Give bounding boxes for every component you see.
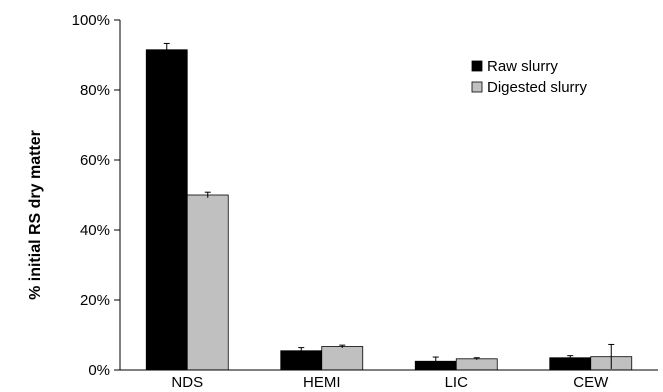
x-tick-label: HEMI — [303, 374, 341, 391]
bar-lic-digested-slurry — [455, 358, 498, 371]
error-bars — [163, 42, 615, 369]
legend-label: Raw slurry — [487, 58, 558, 75]
y-tick-label: 0% — [88, 362, 110, 379]
legend-label: Digested slurry — [487, 79, 588, 96]
legend-swatch — [471, 81, 483, 93]
bar-nds-raw-slurry — [145, 49, 188, 371]
x-tick-label: NDS — [171, 374, 203, 391]
x-tick-label: CEW — [573, 374, 609, 391]
y-tick-label: 40% — [80, 222, 110, 239]
y-tick-label: 80% — [80, 82, 110, 99]
y-axis-title: % initial RS dry matter — [27, 130, 44, 300]
bar-series — [145, 49, 633, 371]
x-axis-labels: NDS HEMI LIC CEW — [171, 374, 609, 391]
y-tick-label: 100% — [72, 12, 110, 29]
bar-nds-digested-slurry — [186, 194, 229, 371]
y-tick-label: 60% — [80, 152, 110, 169]
x-tick-label: LIC — [445, 374, 469, 391]
legend-swatch — [471, 60, 483, 72]
y-axis-ticks: 0% 20% 40% 60% 80% 100% — [72, 12, 120, 379]
legend: Raw slurry Digested slurry — [471, 58, 588, 96]
y-tick-label: 20% — [80, 292, 110, 309]
bar-hemi-digested-slurry — [321, 346, 364, 371]
